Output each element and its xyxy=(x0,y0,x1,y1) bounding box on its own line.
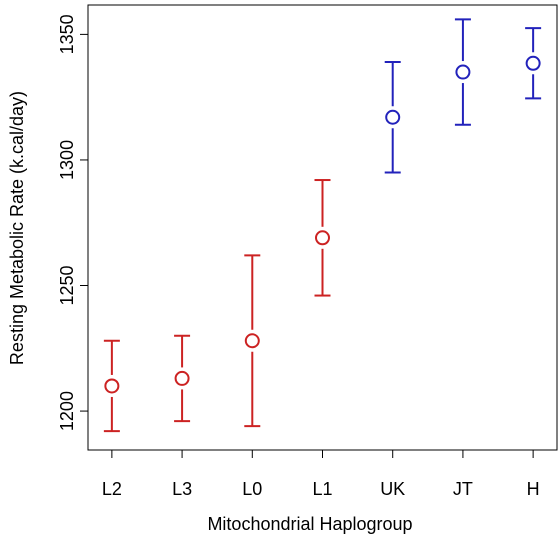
point xyxy=(315,230,330,246)
error-bar xyxy=(244,254,261,428)
x-tick-label: L0 xyxy=(242,479,262,499)
point xyxy=(174,370,190,386)
x-tick-label: L3 xyxy=(172,479,192,499)
point xyxy=(385,109,401,125)
point xyxy=(244,333,260,349)
error-bar xyxy=(384,61,401,174)
point xyxy=(525,55,541,71)
x-tick-label: L1 xyxy=(312,479,332,499)
x-tick-label: UK xyxy=(380,479,405,499)
y-tick-label: 1300 xyxy=(57,140,77,180)
y-axis-title: Resting Metabolic Rate (k.cal/day) xyxy=(7,91,27,365)
x-tick-label: L2 xyxy=(102,479,122,499)
x-tick-label: H xyxy=(527,479,540,499)
error-bar xyxy=(174,334,191,423)
plot-frame xyxy=(87,4,558,451)
x-tick-label: JT xyxy=(453,479,473,499)
error-bar xyxy=(454,18,471,126)
y-tick-label: 1350 xyxy=(57,14,77,54)
error-bar xyxy=(314,179,331,297)
error-bar xyxy=(103,339,120,433)
x-axis-title: Mitochondrial Haplogroup xyxy=(207,514,412,534)
point xyxy=(455,64,471,80)
y-tick-label: 1200 xyxy=(57,391,77,431)
y-tick-label: 1250 xyxy=(57,265,77,305)
point xyxy=(104,378,120,394)
error-bar xyxy=(525,27,542,100)
